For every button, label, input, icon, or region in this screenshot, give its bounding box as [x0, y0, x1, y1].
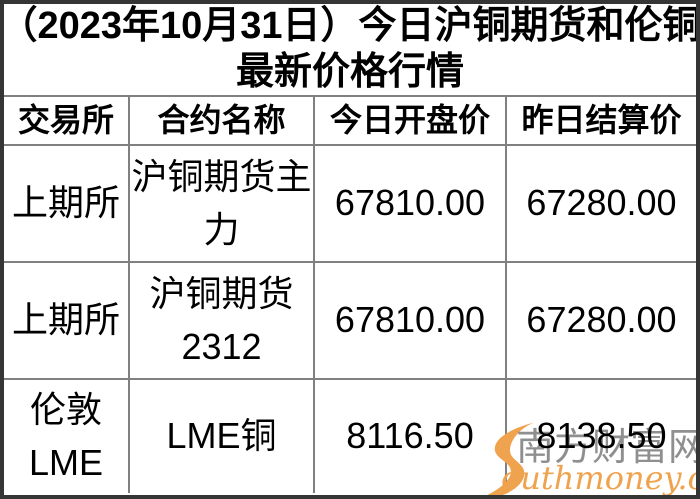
- table-cell-contract: 沪铜期货主力: [130, 146, 315, 263]
- page-title-line-1: （2023年10月31日）今日沪铜期货和伦铜: [0, 4, 700, 47]
- table-cell-prev-settle: 67280.00: [507, 146, 696, 263]
- table-cell-open-price: 67810.00: [315, 146, 507, 263]
- column-header-prev-settle: 昨日结算价: [507, 97, 696, 146]
- column-header-contract: 合约名称: [130, 97, 315, 146]
- table-cell-prev-settle: 8138.50: [536, 415, 667, 457]
- table-cell-contract: 沪铜期货2312: [130, 263, 315, 380]
- page-title-line-2: 最新价格行情: [235, 50, 464, 93]
- table-cell-exchange: 上期所: [4, 263, 130, 380]
- column-header-open-price: 今日开盘价: [315, 97, 507, 146]
- table-cell-open-price: 8116.50: [315, 380, 507, 493]
- table-cell-prev-settle: 67280.00: [507, 263, 696, 380]
- table-cell-contract: LME铜: [130, 380, 315, 493]
- column-header-exchange: 交易所: [4, 97, 130, 146]
- price-table: 交易所 合约名称 今日开盘价 昨日结算价 上期所 沪铜期货主力 67810.00…: [4, 97, 696, 493]
- page-title: （2023年10月31日）今日沪铜期货和伦铜 最新价格行情: [4, 4, 696, 97]
- table-cell-exchange: 上期所: [4, 146, 130, 263]
- table-cell-open-price: 67810.00: [315, 263, 507, 380]
- table-cell-exchange: 伦敦LME: [4, 380, 130, 493]
